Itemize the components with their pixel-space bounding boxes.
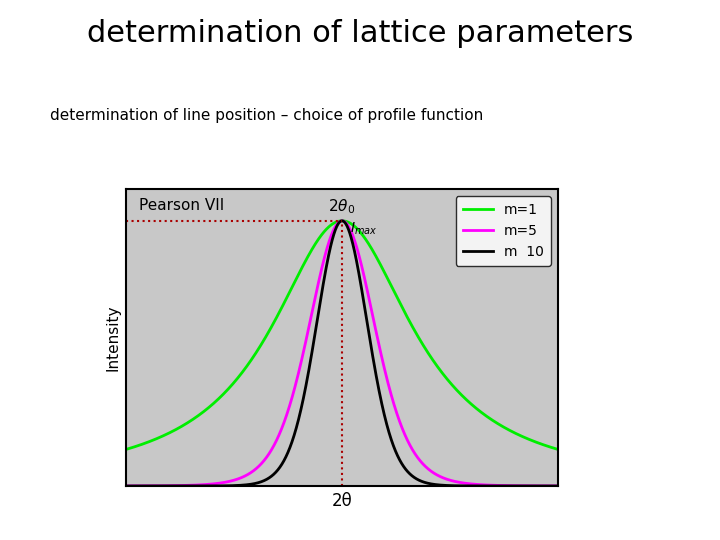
Text: determination of lattice parameters: determination of lattice parameters	[87, 19, 633, 48]
Legend: m=1, m=5, m  10: m=1, m=5, m 10	[456, 196, 551, 266]
Text: Pearson VII: Pearson VII	[139, 198, 224, 213]
Text: determination of line position – choice of profile function: determination of line position – choice …	[50, 108, 484, 123]
Text: $2\theta_0$: $2\theta_0$	[328, 197, 356, 215]
Y-axis label: Intensity: Intensity	[105, 304, 120, 371]
Text: $I_{max}$: $I_{max}$	[350, 221, 377, 237]
X-axis label: 2θ: 2θ	[332, 491, 352, 510]
